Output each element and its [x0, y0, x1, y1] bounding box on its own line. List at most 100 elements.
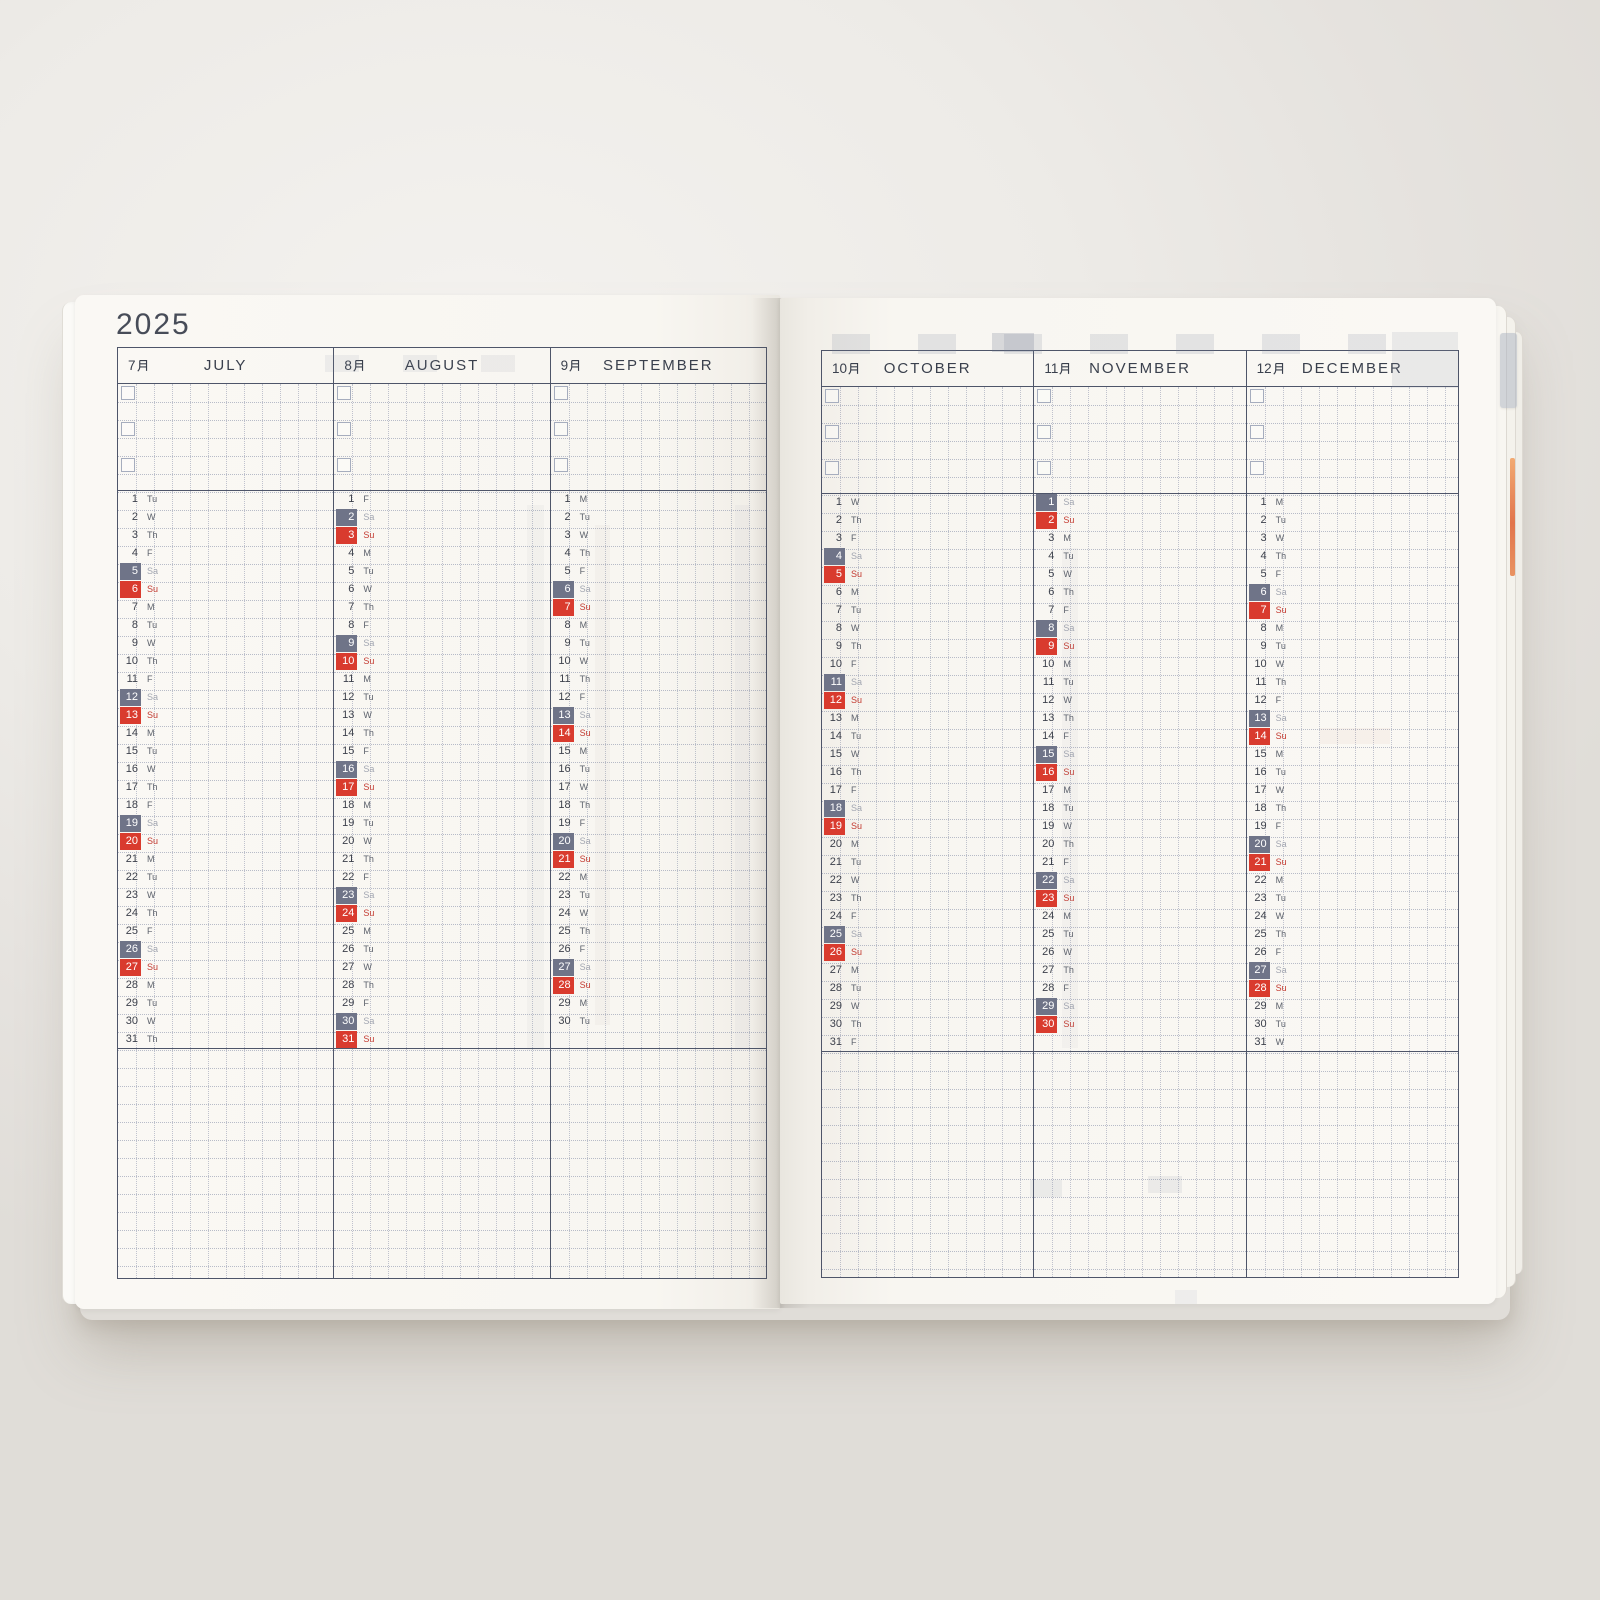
grid-line-h	[550, 1176, 766, 1177]
grid-line-h	[1034, 585, 1246, 586]
month-label-jp: 12	[1257, 351, 1284, 385]
weekday-label: Tu	[1275, 641, 1286, 651]
day-row: 23 Tu	[551, 886, 766, 904]
grid-line-h	[334, 888, 550, 889]
day-number: 17	[829, 783, 842, 796]
month-label-en: NOVEMBER	[1089, 360, 1191, 377]
day-number: 4	[131, 546, 138, 559]
day-row: 22 M	[1247, 871, 1458, 889]
day-row: 30 Th	[822, 1015, 1033, 1033]
month-header-december: 12 DECEMBER	[1246, 351, 1458, 387]
day-number: 24	[1254, 909, 1267, 922]
grid-line-h	[1246, 1107, 1458, 1108]
weekday-label: M	[851, 839, 859, 849]
grid-line-h	[822, 585, 1034, 586]
weekday-label: Tu	[1063, 803, 1074, 813]
weekday-label: Sa	[579, 962, 591, 972]
day-row: 10 Su	[334, 652, 549, 670]
grid-line-h	[822, 1035, 1034, 1036]
grid-line-h	[550, 1248, 766, 1249]
weekday-label: W	[579, 530, 589, 540]
day-number: 12	[342, 690, 355, 703]
grid-line-h	[1034, 531, 1246, 532]
day-row: 13 W	[334, 706, 549, 724]
day-number: 5	[564, 564, 571, 577]
grid-line-h	[822, 765, 1034, 766]
day-number: 31	[336, 1030, 358, 1048]
day-row: 22 W	[822, 871, 1033, 889]
grid-line-v	[1264, 387, 1266, 1277]
grid-line-h	[1034, 747, 1246, 748]
weekday-label: Sa	[851, 803, 863, 813]
grid-line-h	[822, 1269, 1034, 1270]
day-number: 1	[131, 492, 138, 505]
day-row: 4 Th	[551, 544, 766, 562]
weekday-label: W	[147, 638, 156, 648]
weekday-label: Sa	[1063, 749, 1075, 759]
weekday-label: F	[147, 926, 153, 936]
day-row: 4 Th	[1247, 547, 1458, 565]
day-row: 21 Th	[334, 850, 549, 868]
tsuki-month-glyph	[353, 359, 363, 372]
grid-line-h	[118, 762, 334, 763]
grid-line-h	[118, 1014, 334, 1015]
day-row: 23 Su	[1034, 889, 1245, 907]
month-label-jp: 8	[344, 348, 364, 382]
grid-line-h	[1034, 1215, 1246, 1216]
day-number: 25	[558, 924, 571, 937]
month-label-jp: 11	[1044, 351, 1070, 385]
weekday-label: Sa	[1275, 587, 1287, 597]
day-number: 25	[1042, 927, 1055, 940]
index-tab	[1500, 333, 1517, 408]
day-number: 8	[564, 618, 571, 631]
grid-line-h	[1246, 1089, 1458, 1090]
weekday-label: M	[1275, 875, 1284, 885]
day-number: 6	[835, 585, 842, 598]
day-number: 13	[342, 708, 355, 721]
grid-line-v	[1160, 387, 1162, 1277]
day-row: 16 Th	[822, 763, 1033, 781]
grid-line-h	[118, 1068, 334, 1069]
grid-line-h	[1034, 1233, 1246, 1234]
weekday-label: Sa	[1275, 839, 1287, 849]
day-number: 28	[342, 978, 355, 991]
grid-line-h	[1246, 1053, 1458, 1054]
day-row: 16 Sa	[334, 760, 549, 778]
day-number: 29	[1254, 999, 1267, 1012]
weekday-label: Th	[147, 908, 158, 918]
grid-line-h	[1034, 855, 1246, 856]
day-row: 15 W	[822, 745, 1033, 763]
weekday-label: F	[1063, 857, 1069, 867]
grid-line-h	[1034, 1269, 1246, 1270]
grid-line-h	[334, 1266, 550, 1267]
day-number: 4	[348, 546, 355, 559]
day-row: 25 Tu	[1034, 925, 1245, 943]
grid-line-h	[334, 798, 550, 799]
weekday-label: F	[579, 692, 586, 702]
weekday-label: Th	[579, 548, 591, 558]
day-row: 28 Th	[334, 976, 549, 994]
day-number: 5	[824, 565, 845, 583]
grid-line-v	[514, 384, 516, 1278]
weekday-label: Su	[851, 947, 863, 957]
grid-line-h	[118, 942, 334, 943]
grid-line-v	[460, 384, 462, 1278]
grid-line-h	[1034, 405, 1246, 406]
weekday-label: Th	[363, 854, 374, 864]
weekday-label: Th	[363, 602, 374, 612]
grid-line-h	[334, 834, 550, 835]
grid-line-h	[550, 924, 766, 925]
grid-line-h	[550, 762, 766, 763]
grid-line-v	[1106, 387, 1108, 1277]
grid-line-h	[550, 1032, 766, 1033]
grid-line-h	[550, 1230, 766, 1231]
tsuki-month-glyph	[1273, 362, 1283, 375]
day-number: 30	[829, 1017, 842, 1030]
grid-line-h	[1246, 819, 1458, 820]
grid-line-h	[334, 1086, 550, 1087]
grid-line-h	[1246, 585, 1458, 586]
day-number: 7	[348, 600, 355, 613]
day-number: 18	[1254, 801, 1267, 814]
